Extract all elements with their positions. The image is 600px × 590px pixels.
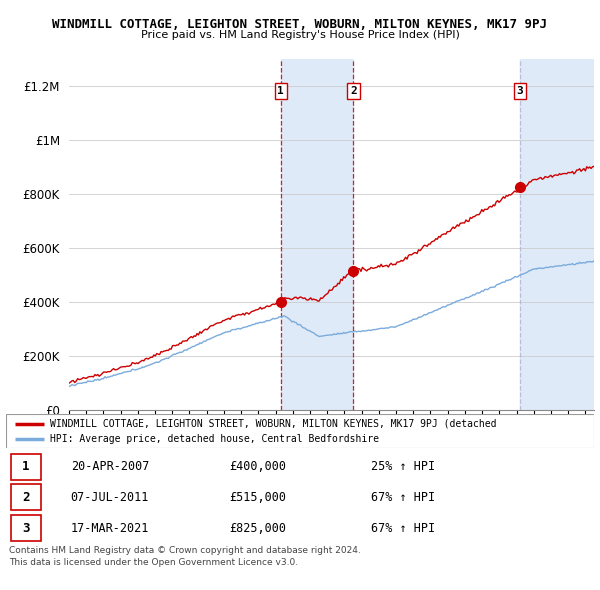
Text: WINDMILL COTTAGE, LEIGHTON STREET, WOBURN, MILTON KEYNES, MK17 9PJ (detached: WINDMILL COTTAGE, LEIGHTON STREET, WOBUR… <box>50 419 497 429</box>
Text: 1: 1 <box>22 460 30 473</box>
FancyBboxPatch shape <box>11 454 41 480</box>
Text: Contains HM Land Registry data © Crown copyright and database right 2024.: Contains HM Land Registry data © Crown c… <box>9 546 361 555</box>
Text: £515,000: £515,000 <box>229 491 286 504</box>
FancyBboxPatch shape <box>6 414 594 448</box>
Text: 67% ↑ HPI: 67% ↑ HPI <box>371 491 434 504</box>
Text: 1: 1 <box>277 86 284 96</box>
Text: HPI: Average price, detached house, Central Bedfordshire: HPI: Average price, detached house, Cent… <box>50 434 379 444</box>
Text: WINDMILL COTTAGE, LEIGHTON STREET, WOBURN, MILTON KEYNES, MK17 9PJ: WINDMILL COTTAGE, LEIGHTON STREET, WOBUR… <box>53 18 548 31</box>
Text: Price paid vs. HM Land Registry's House Price Index (HPI): Price paid vs. HM Land Registry's House … <box>140 30 460 40</box>
Text: 2: 2 <box>22 491 30 504</box>
Text: 3: 3 <box>517 86 523 96</box>
FancyBboxPatch shape <box>11 515 41 541</box>
Text: 2: 2 <box>350 86 357 96</box>
Text: 07-JUL-2011: 07-JUL-2011 <box>71 491 149 504</box>
Text: 67% ↑ HPI: 67% ↑ HPI <box>371 522 434 535</box>
FancyBboxPatch shape <box>11 484 41 510</box>
Text: 17-MAR-2021: 17-MAR-2021 <box>71 522 149 535</box>
Text: 3: 3 <box>22 522 30 535</box>
Text: £825,000: £825,000 <box>229 522 286 535</box>
Text: This data is licensed under the Open Government Licence v3.0.: This data is licensed under the Open Gov… <box>9 558 298 567</box>
Text: 20-APR-2007: 20-APR-2007 <box>71 460 149 473</box>
Bar <box>281 59 353 410</box>
Text: £400,000: £400,000 <box>229 460 286 473</box>
Bar <box>520 59 594 410</box>
Text: 25% ↑ HPI: 25% ↑ HPI <box>371 460 434 473</box>
